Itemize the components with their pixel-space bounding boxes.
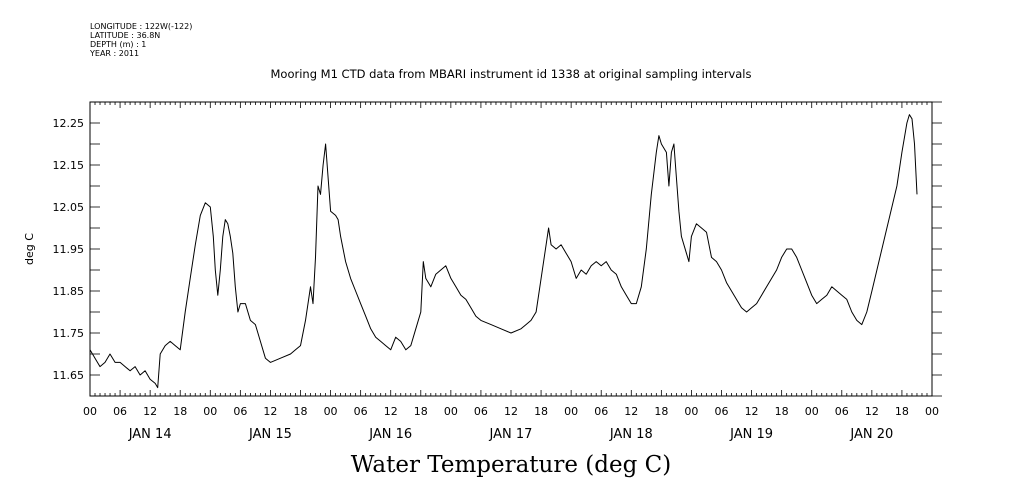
x-hour-tick-label: 00 (203, 405, 217, 418)
x-hour-tick-label: 06 (474, 405, 488, 418)
metadata-block: LONGITUDE : 122W(-122) LATITUDE : 36.8N … (90, 22, 192, 58)
x-hour-tick-label: 00 (684, 405, 698, 418)
y-tick-label: 11.95 (53, 243, 85, 256)
x-hour-tick-label: 18 (895, 405, 909, 418)
metadata-latitude: LATITUDE : 36.8N (90, 31, 161, 40)
x-hour-tick-label: 06 (594, 405, 608, 418)
x-hour-tick-label: 18 (414, 405, 428, 418)
series-line (89, 114, 918, 389)
x-hour-tick-label: 06 (233, 405, 247, 418)
y-tick-label: 12.15 (53, 159, 85, 172)
y-tick-label: 12.05 (53, 201, 85, 214)
x-hour-tick-label: 18 (654, 405, 668, 418)
y-tick-label: 11.65 (53, 369, 85, 382)
x-hour-tick-label: 12 (504, 405, 518, 418)
x-hour-tick-label: 18 (775, 405, 789, 418)
x-hour-tick-label: 12 (865, 405, 879, 418)
x-hour-tick-label: 00 (805, 405, 819, 418)
metadata-longitude: LONGITUDE : 122W(-122) (90, 22, 193, 31)
x-hour-tick-label: 12 (384, 405, 398, 418)
metadata-year: YEAR : 2011 (90, 49, 140, 58)
x-hour-tick-label: 00 (324, 405, 338, 418)
x-hour-tick-label: 18 (294, 405, 308, 418)
x-hour-tick-label: 06 (354, 405, 368, 418)
x-day-label: JAN 19 (729, 427, 773, 442)
x-hour-tick-label: 06 (113, 405, 127, 418)
x-day-label: JAN 20 (849, 427, 893, 442)
x-day-label: JAN 15 (248, 427, 292, 442)
x-day-label: JAN 17 (489, 427, 533, 442)
x-day-label: JAN 16 (368, 427, 412, 442)
x-hour-tick-label: 00 (83, 405, 97, 418)
chart-title: Mooring M1 CTD data from MBARI instrumen… (270, 67, 752, 81)
x-hour-tick-label: 00 (925, 405, 939, 418)
plot-frame (89, 101, 933, 397)
y-tick-label: 11.85 (53, 285, 85, 298)
x-hour-tick-label: 18 (534, 405, 548, 418)
x-day-label: JAN 18 (609, 427, 653, 442)
y-axis-title: deg C (23, 233, 36, 265)
x-hour-tick-label: 00 (564, 405, 578, 418)
x-hour-tick-label: 06 (835, 405, 849, 418)
x-hour-tick-label: 18 (173, 405, 187, 418)
metadata-depth: DEPTH (m) : 1 (90, 40, 147, 49)
y-tick-label: 12.25 (53, 117, 85, 130)
y-tick-label: 11.75 (53, 327, 85, 340)
x-day-label: JAN 14 (128, 427, 172, 442)
x-hour-tick-label: 12 (624, 405, 638, 418)
x-hour-tick-label: 06 (715, 405, 729, 418)
x-hour-tick-label: 12 (143, 405, 157, 418)
x-axis-title: Water Temperature (deg C) (350, 452, 672, 478)
x-hour-tick-label: 00 (444, 405, 458, 418)
x-hour-tick-label: 12 (263, 405, 277, 418)
x-hour-tick-label: 12 (745, 405, 759, 418)
